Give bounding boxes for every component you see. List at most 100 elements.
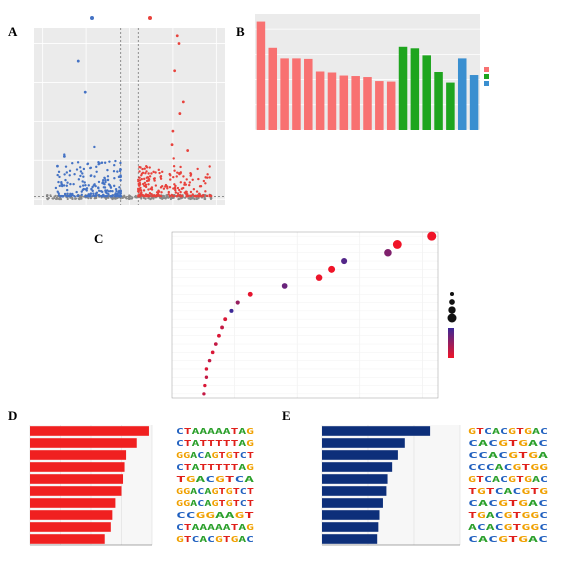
volcano-point-down (107, 193, 110, 196)
volcano-point-down (57, 192, 60, 195)
volcano-point-up (208, 193, 212, 197)
volcano-point-up (148, 166, 151, 169)
volcano-point (46, 197, 49, 200)
volcano-point-up (136, 189, 140, 193)
volcano-point-up (198, 185, 202, 188)
volcano-point-down (75, 168, 79, 171)
volcano-point-down (58, 184, 62, 188)
volcano-point-up (191, 193, 194, 196)
volcano-point-up (188, 183, 191, 187)
volcano-point-up (196, 167, 199, 171)
volcano-point-up (185, 195, 188, 198)
volcano-point-up (174, 189, 177, 192)
volcano-point-down (65, 188, 69, 192)
volcano-point-down (60, 194, 63, 198)
volcano-point-down (84, 184, 87, 187)
volcano-point-down (87, 184, 90, 187)
volcano-point-down (68, 174, 71, 177)
volcano-point-up (188, 181, 191, 184)
volcano-point-up (189, 190, 193, 194)
volcano-point (58, 196, 61, 200)
volcano-point (46, 194, 49, 197)
volcano-point-down (104, 179, 107, 182)
volcano-point (169, 197, 173, 200)
volcano-point-up (171, 129, 175, 133)
volcano-point-up (180, 195, 184, 198)
volcano-point-down (66, 181, 69, 184)
volcano-point-up (186, 149, 190, 152)
volcano-point-up (145, 179, 149, 183)
volcano-point-down (116, 192, 119, 196)
volcano-point-down (103, 186, 107, 189)
volcano-point (71, 197, 74, 201)
volcano-point-up (202, 193, 205, 197)
motif-bar (30, 498, 116, 508)
volcano-point-up (173, 169, 176, 172)
volcano-point-up (137, 184, 141, 187)
volcano-point (80, 197, 83, 200)
volcano-point-down (103, 176, 106, 179)
volcano-point-up (179, 190, 182, 194)
volcano-point-down (119, 161, 122, 165)
motif-bar-chart-d: C T A A A A A T A G C T A T T T T T A G G G A C A G T G T C T C T A T T T T T A… (29, 425, 254, 546)
volcano-point (119, 197, 122, 200)
volcano-point (166, 195, 169, 199)
volcano-point-up (183, 181, 186, 185)
volcano-point-down (108, 160, 111, 163)
volcano-point-down (106, 178, 110, 182)
volcano-point-down (89, 192, 93, 196)
color-legend-bar (448, 328, 454, 358)
motif-bar (30, 522, 111, 532)
pathway-bubble (235, 300, 240, 305)
volcano-point-up (173, 183, 176, 186)
pathway-bubble (427, 231, 437, 241)
volcano-point-down (116, 170, 119, 173)
volcano-point-down (95, 191, 99, 194)
pathway-bubble (281, 283, 288, 289)
volcano-point-down (79, 185, 82, 188)
pathway-bubble (223, 317, 228, 322)
volcano-point-down (64, 165, 68, 168)
volcano-point-down (89, 166, 93, 170)
volcano-point-down (113, 177, 116, 180)
motif-bar (322, 426, 431, 436)
volcano-point-up (205, 194, 209, 197)
volcano-point-down (75, 190, 78, 194)
volcano-point-down (118, 169, 122, 173)
go-bar (292, 58, 301, 130)
volcano-point-up (179, 171, 183, 174)
pathway-bubble (384, 248, 392, 257)
volcano-point-up (182, 186, 185, 190)
go-bar (410, 48, 420, 130)
volcano-point-up (152, 177, 156, 180)
volcano-point-down (79, 174, 82, 178)
volcano-point-up (204, 182, 207, 185)
volcano-point-up (152, 170, 155, 174)
volcano-point (203, 196, 206, 200)
volcano-point-down (69, 182, 72, 186)
volcano-point-up (151, 194, 155, 198)
volcano-point-up (159, 186, 163, 189)
volcano-point-down (79, 170, 83, 173)
volcano-point-up (137, 180, 140, 183)
volcano-point-down (73, 195, 76, 198)
volcano-point-up (144, 172, 147, 175)
volcano-point-down (87, 193, 90, 196)
volcano-point (177, 198, 180, 201)
volcano-point-up (157, 168, 160, 172)
volcano-point-up (138, 176, 141, 179)
kegg-bubble-chart (171, 231, 457, 399)
pathway-bubble (204, 375, 209, 379)
volcano-point-up (155, 191, 159, 194)
volcano-point-down (54, 186, 58, 190)
volcano-point (184, 196, 187, 199)
motif-bar (30, 474, 124, 484)
volcano-point-down (97, 180, 101, 184)
volcano-point-down (103, 161, 107, 164)
size-legend-marker (448, 306, 456, 314)
